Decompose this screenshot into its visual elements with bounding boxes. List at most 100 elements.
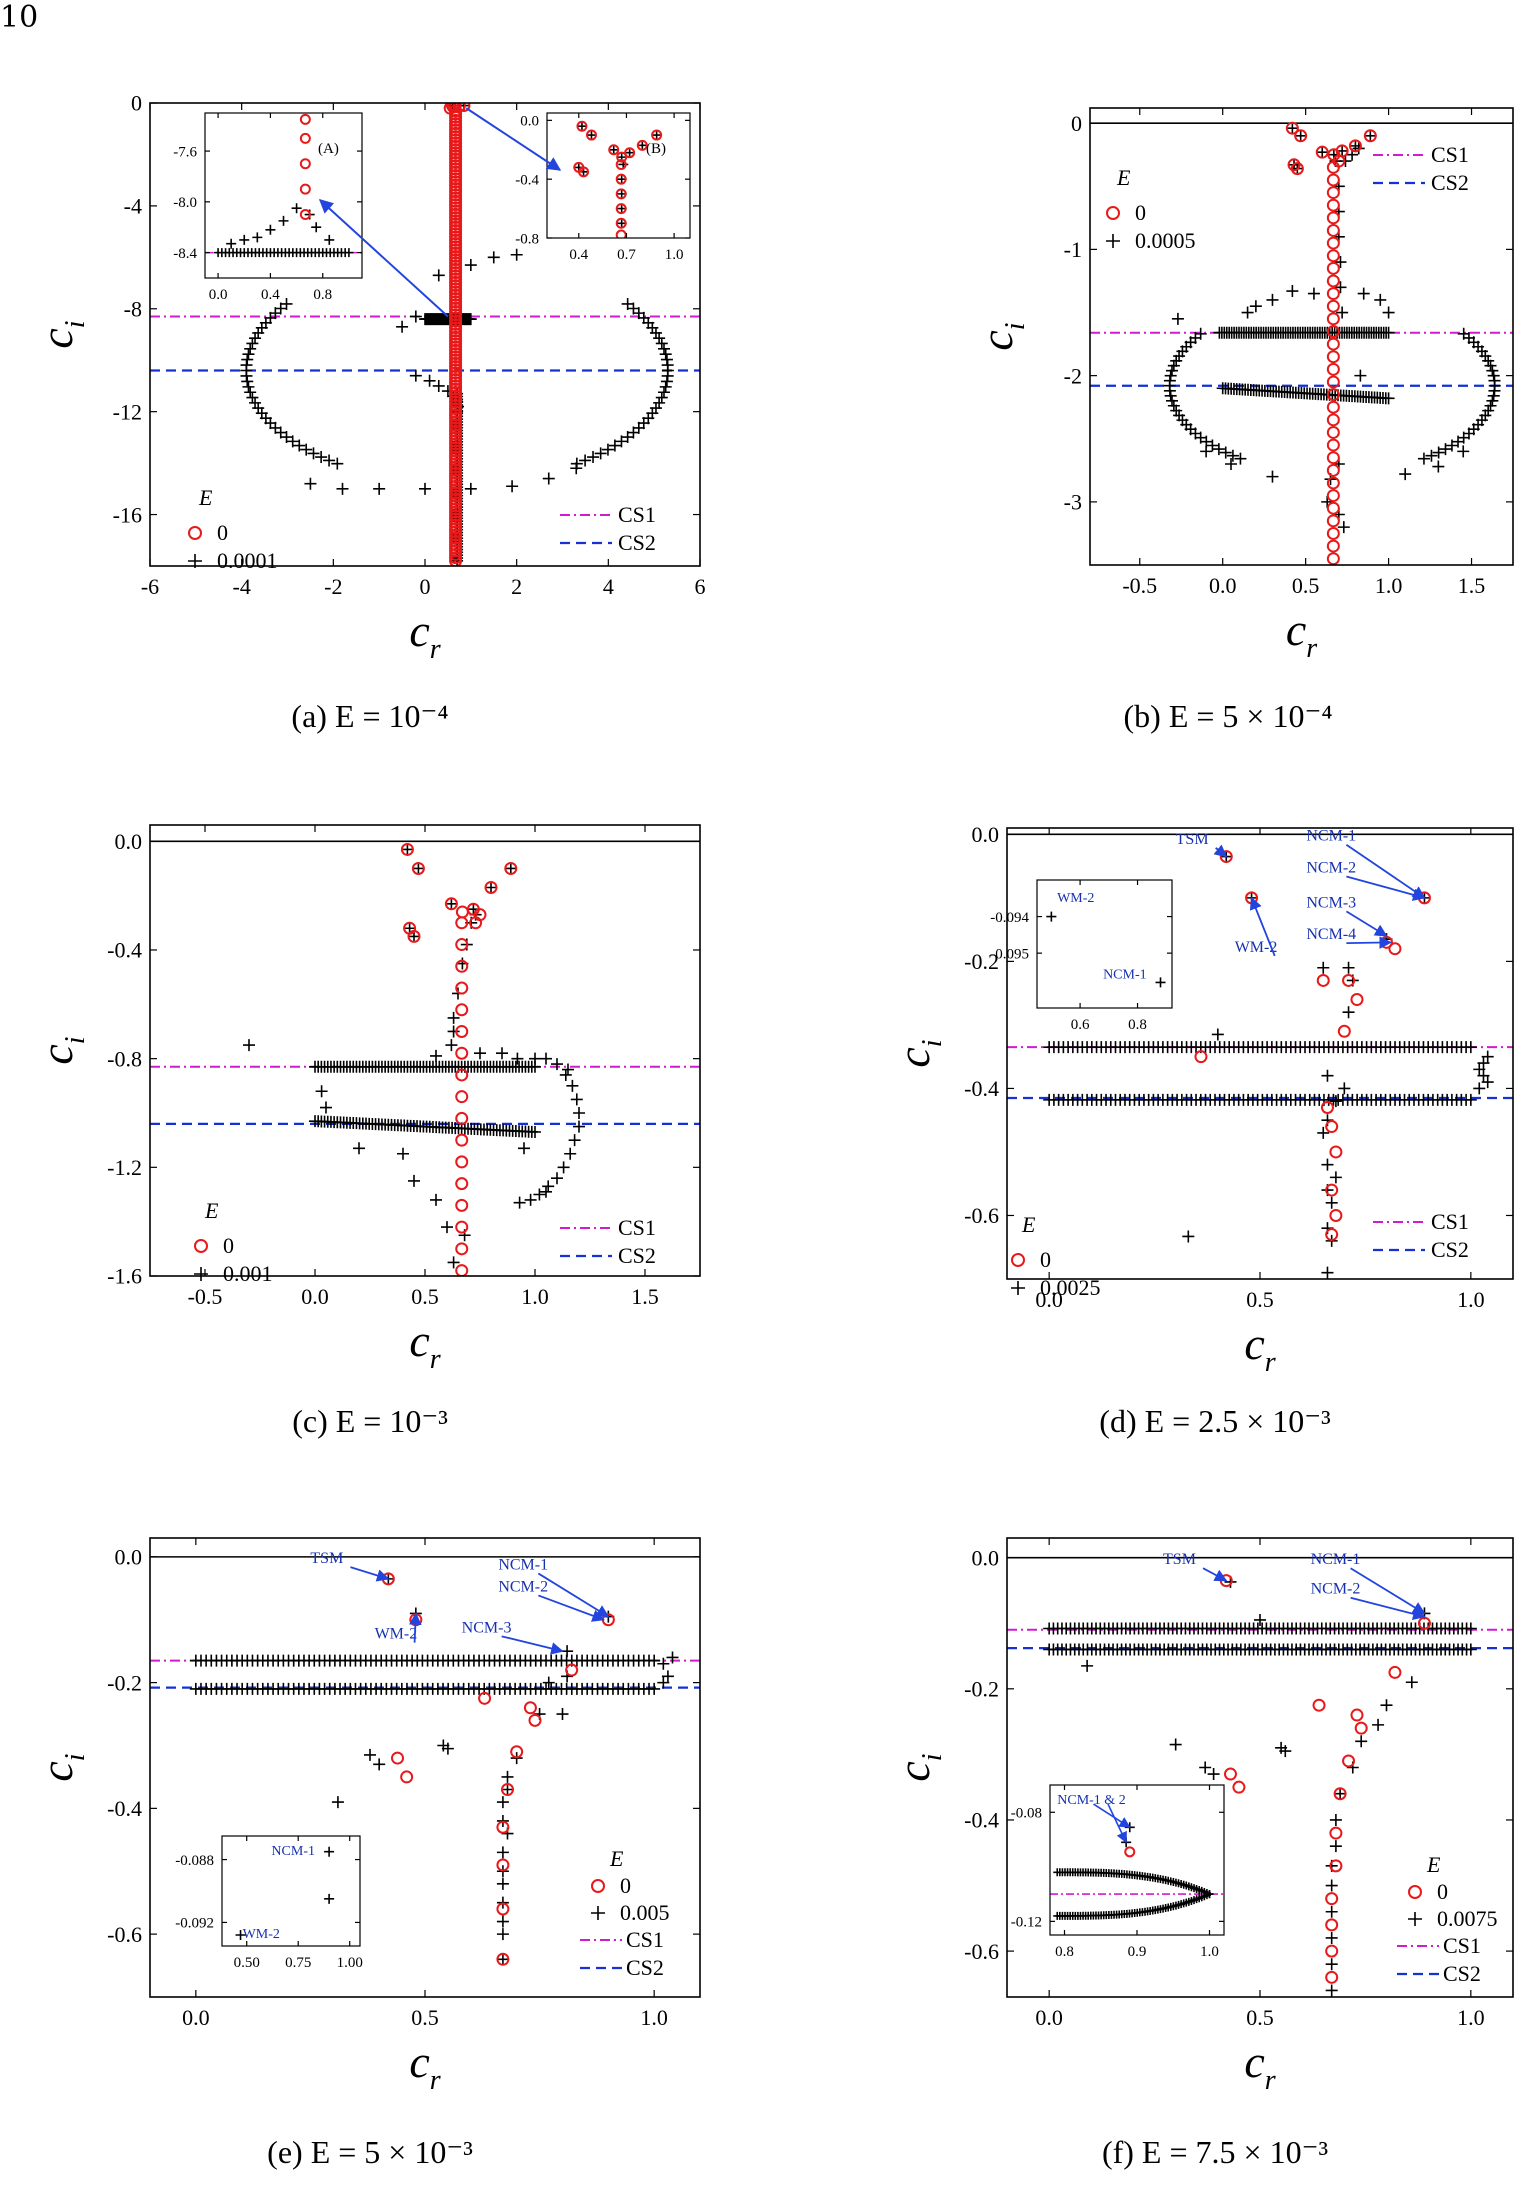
- legend-e0-label: 0: [620, 1873, 631, 1898]
- ep-point: [1046, 911, 1057, 922]
- y-tick-label: -0.4: [107, 1796, 142, 1821]
- e0-point: [455, 1133, 469, 1147]
- x-tick-label: 1.0: [1457, 2005, 1485, 2030]
- ep-point: [430, 1049, 442, 1062]
- e0-point: [1326, 375, 1340, 389]
- ep-point: [496, 1796, 509, 1809]
- y-tick-label: -0.8: [515, 231, 539, 247]
- x-tick-label: 0.9: [1128, 1944, 1147, 1960]
- ep-point: [246, 391, 259, 404]
- e0-point: [1350, 993, 1364, 1007]
- plot-area-f: [1007, 1556, 1513, 1997]
- ep-point: [320, 1101, 332, 1114]
- plot-area-a: [150, 103, 700, 566]
- y-tick-label: -1: [1064, 237, 1082, 262]
- inset-note: NCM-1: [271, 1844, 315, 1859]
- x-tick-label: 4: [603, 574, 614, 599]
- y-tick-label: 0.0: [115, 1545, 143, 1570]
- x-tick-label: 2: [511, 574, 522, 599]
- e0-point: [455, 1046, 469, 1060]
- x-tick-label: 0.0: [209, 287, 228, 303]
- inset-label: (A): [318, 141, 339, 157]
- ep-point: [1457, 445, 1470, 458]
- ep-point: [529, 1052, 541, 1065]
- y-tick-label: 0.0: [972, 822, 1000, 847]
- ep-point: [1382, 306, 1395, 319]
- legend-cs1-label: CS1: [618, 502, 656, 527]
- ep-point: [608, 144, 619, 155]
- legend-title: E: [1426, 1852, 1441, 1877]
- x-tick-label: 1.0: [640, 2005, 668, 2030]
- e0-point: [400, 842, 414, 856]
- e0-point: [523, 1701, 537, 1715]
- e0-point: [1326, 514, 1340, 528]
- e0-point: [455, 1090, 469, 1104]
- panel-caption: (e) E = 5 × 10⁻³: [267, 2134, 473, 2170]
- ep-point: [419, 482, 431, 495]
- ep-point: [1439, 443, 1452, 456]
- e0-point: [1333, 1787, 1347, 1801]
- ep-point: [1417, 452, 1430, 465]
- ep-point: [1199, 1761, 1212, 1774]
- ep-point: [551, 1172, 563, 1185]
- e0-point: [496, 1820, 510, 1834]
- annotation-label: TSM: [1176, 831, 1209, 848]
- e0-point: [1320, 1100, 1334, 1114]
- e0-point: [615, 203, 627, 215]
- ep-point: [336, 482, 349, 495]
- y-tick-label: -0.6: [107, 1922, 142, 1947]
- e0-point: [449, 554, 463, 566]
- legend-ep-label: 0.001: [223, 1261, 273, 1286]
- ep-point: [1372, 1718, 1385, 1731]
- inset-a-0: 0.0 0.4 0.8 -7.6 -8.0 -8.4 (A): [173, 112, 363, 303]
- ep-point: [1477, 1057, 1490, 1070]
- ep-point: [1382, 392, 1395, 405]
- x-axis-label: cr: [1244, 2036, 1275, 2096]
- panel-caption: (f) E = 7.5 × 10⁻³: [1102, 2134, 1328, 2170]
- ep-point: [1325, 1958, 1338, 1971]
- e0-point: [504, 861, 518, 875]
- ep-point: [1317, 961, 1330, 974]
- ep-point: [1473, 1063, 1486, 1076]
- ep-point: [447, 1011, 460, 1024]
- ep-point: [1266, 293, 1279, 306]
- x-tick-label: 0.50: [234, 1955, 260, 1971]
- ep-point: [1342, 961, 1355, 974]
- legend-title: E: [1021, 1212, 1036, 1237]
- ep-point: [1473, 1082, 1486, 1095]
- ep-point: [586, 130, 597, 141]
- ep-point: [587, 451, 600, 464]
- e0-point: [1326, 299, 1340, 313]
- e0-point: [1326, 198, 1340, 212]
- legend: E0 0.001 CS1 CS2: [194, 1198, 656, 1286]
- legend-ep-label: 0.0025: [1040, 1275, 1101, 1300]
- inset-arrow: [1093, 1803, 1131, 1828]
- x-tick-label: 1.0: [665, 247, 684, 263]
- ep-point: [252, 232, 263, 243]
- annotation-arrow: [350, 1566, 390, 1582]
- ep-point: [409, 369, 422, 382]
- legend-cs2-label: CS2: [1443, 1961, 1481, 1986]
- ep-point: [423, 374, 436, 387]
- legend-cs1-label: CS1: [618, 1215, 656, 1240]
- e0-point: [528, 1713, 542, 1727]
- e0-point: [484, 880, 498, 894]
- ep-point: [311, 222, 322, 233]
- x-tick-label: 0.6: [1071, 1017, 1090, 1033]
- ep-point: [441, 1221, 453, 1234]
- ep-point: [1325, 1905, 1338, 1918]
- ep-point: [501, 1783, 514, 1796]
- legend-e0-marker: [188, 526, 202, 540]
- ep-point: [1225, 458, 1237, 471]
- e0-point: [1342, 973, 1356, 987]
- e0-point: [455, 1264, 469, 1276]
- annotation-arrow: [1249, 896, 1276, 957]
- annotation-label: NCM-1: [1306, 828, 1356, 845]
- ep-point: [464, 259, 477, 272]
- ep-point: [324, 1846, 335, 1857]
- ep-point: [601, 443, 614, 456]
- e0-point: [1287, 158, 1301, 172]
- annotation-label: TSM: [1163, 1551, 1196, 1568]
- e0-point: [1285, 121, 1299, 135]
- e0-point: [1316, 973, 1330, 987]
